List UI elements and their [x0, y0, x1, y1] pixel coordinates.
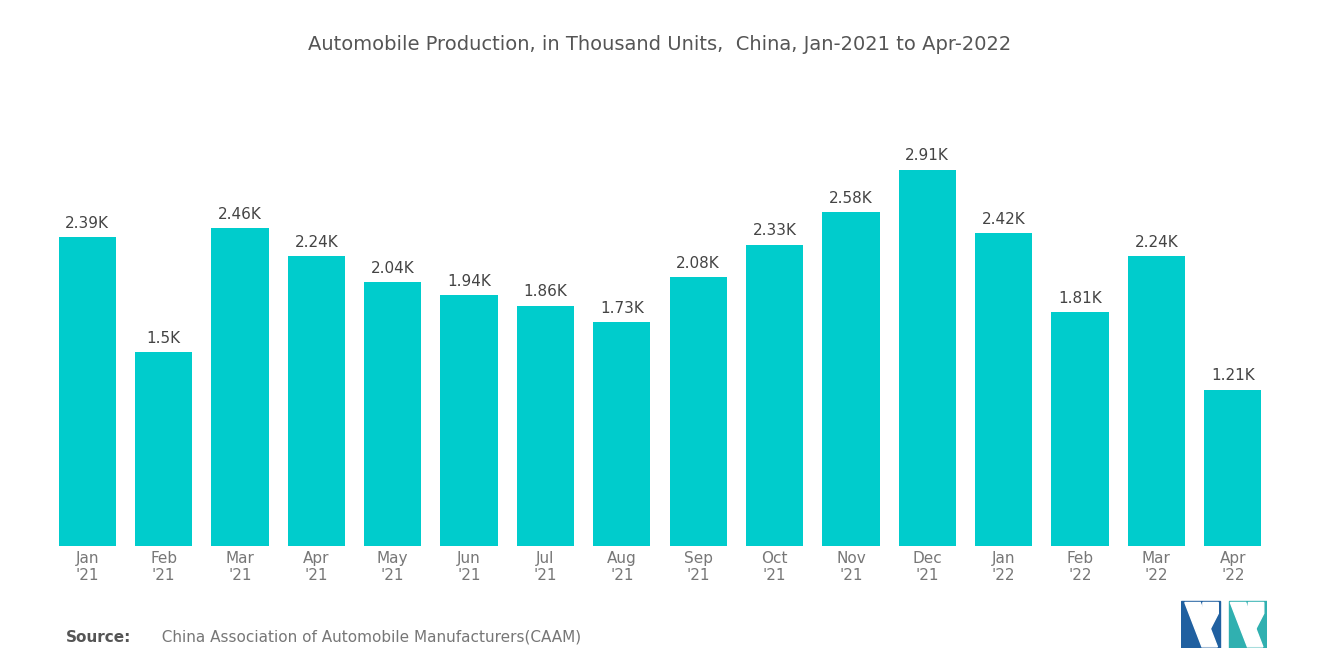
Polygon shape [1230, 602, 1263, 647]
Polygon shape [1185, 602, 1217, 647]
Text: 1.73K: 1.73K [599, 301, 644, 316]
Text: Source:: Source: [66, 630, 132, 645]
Text: 2.04K: 2.04K [371, 261, 414, 276]
Bar [1127, 257, 1185, 546]
Text: China Association of Automobile Manufacturers(CAAM): China Association of Automobile Manufact… [152, 630, 581, 645]
Bar [746, 245, 803, 546]
Polygon shape [1249, 602, 1263, 644]
Text: 2.24K: 2.24K [294, 235, 338, 250]
Polygon shape [1203, 602, 1218, 644]
Text: 1.94K: 1.94K [447, 274, 491, 289]
Bar [1204, 390, 1262, 546]
Bar [58, 237, 116, 546]
Bar [211, 228, 268, 546]
Bar [899, 170, 956, 546]
Bar [975, 233, 1032, 546]
Bar [364, 283, 421, 546]
Text: 1.21K: 1.21K [1210, 368, 1254, 383]
Bar [1229, 601, 1267, 648]
Text: 2.46K: 2.46K [218, 207, 261, 221]
Text: 2.58K: 2.58K [829, 191, 873, 206]
Bar [441, 295, 498, 546]
Text: 2.91K: 2.91K [906, 148, 949, 164]
Text: 2.08K: 2.08K [676, 255, 721, 271]
Bar [593, 323, 651, 546]
Bar [822, 212, 879, 546]
Bar [669, 277, 727, 546]
Text: 1.86K: 1.86K [524, 284, 568, 299]
Bar [517, 306, 574, 546]
Text: 2.39K: 2.39K [65, 215, 110, 231]
Text: 1.81K: 1.81K [1059, 291, 1102, 306]
Text: 1.5K: 1.5K [147, 331, 181, 346]
Bar [1181, 601, 1220, 648]
Bar [135, 352, 193, 546]
Title: Automobile Production, in Thousand Units,  China, Jan-2021 to Apr-2022: Automobile Production, in Thousand Units… [309, 35, 1011, 54]
Text: 2.42K: 2.42K [982, 211, 1026, 227]
Text: 2.33K: 2.33K [752, 223, 796, 238]
Bar [288, 257, 345, 546]
Text: 2.24K: 2.24K [1134, 235, 1179, 250]
Bar [1052, 312, 1109, 546]
